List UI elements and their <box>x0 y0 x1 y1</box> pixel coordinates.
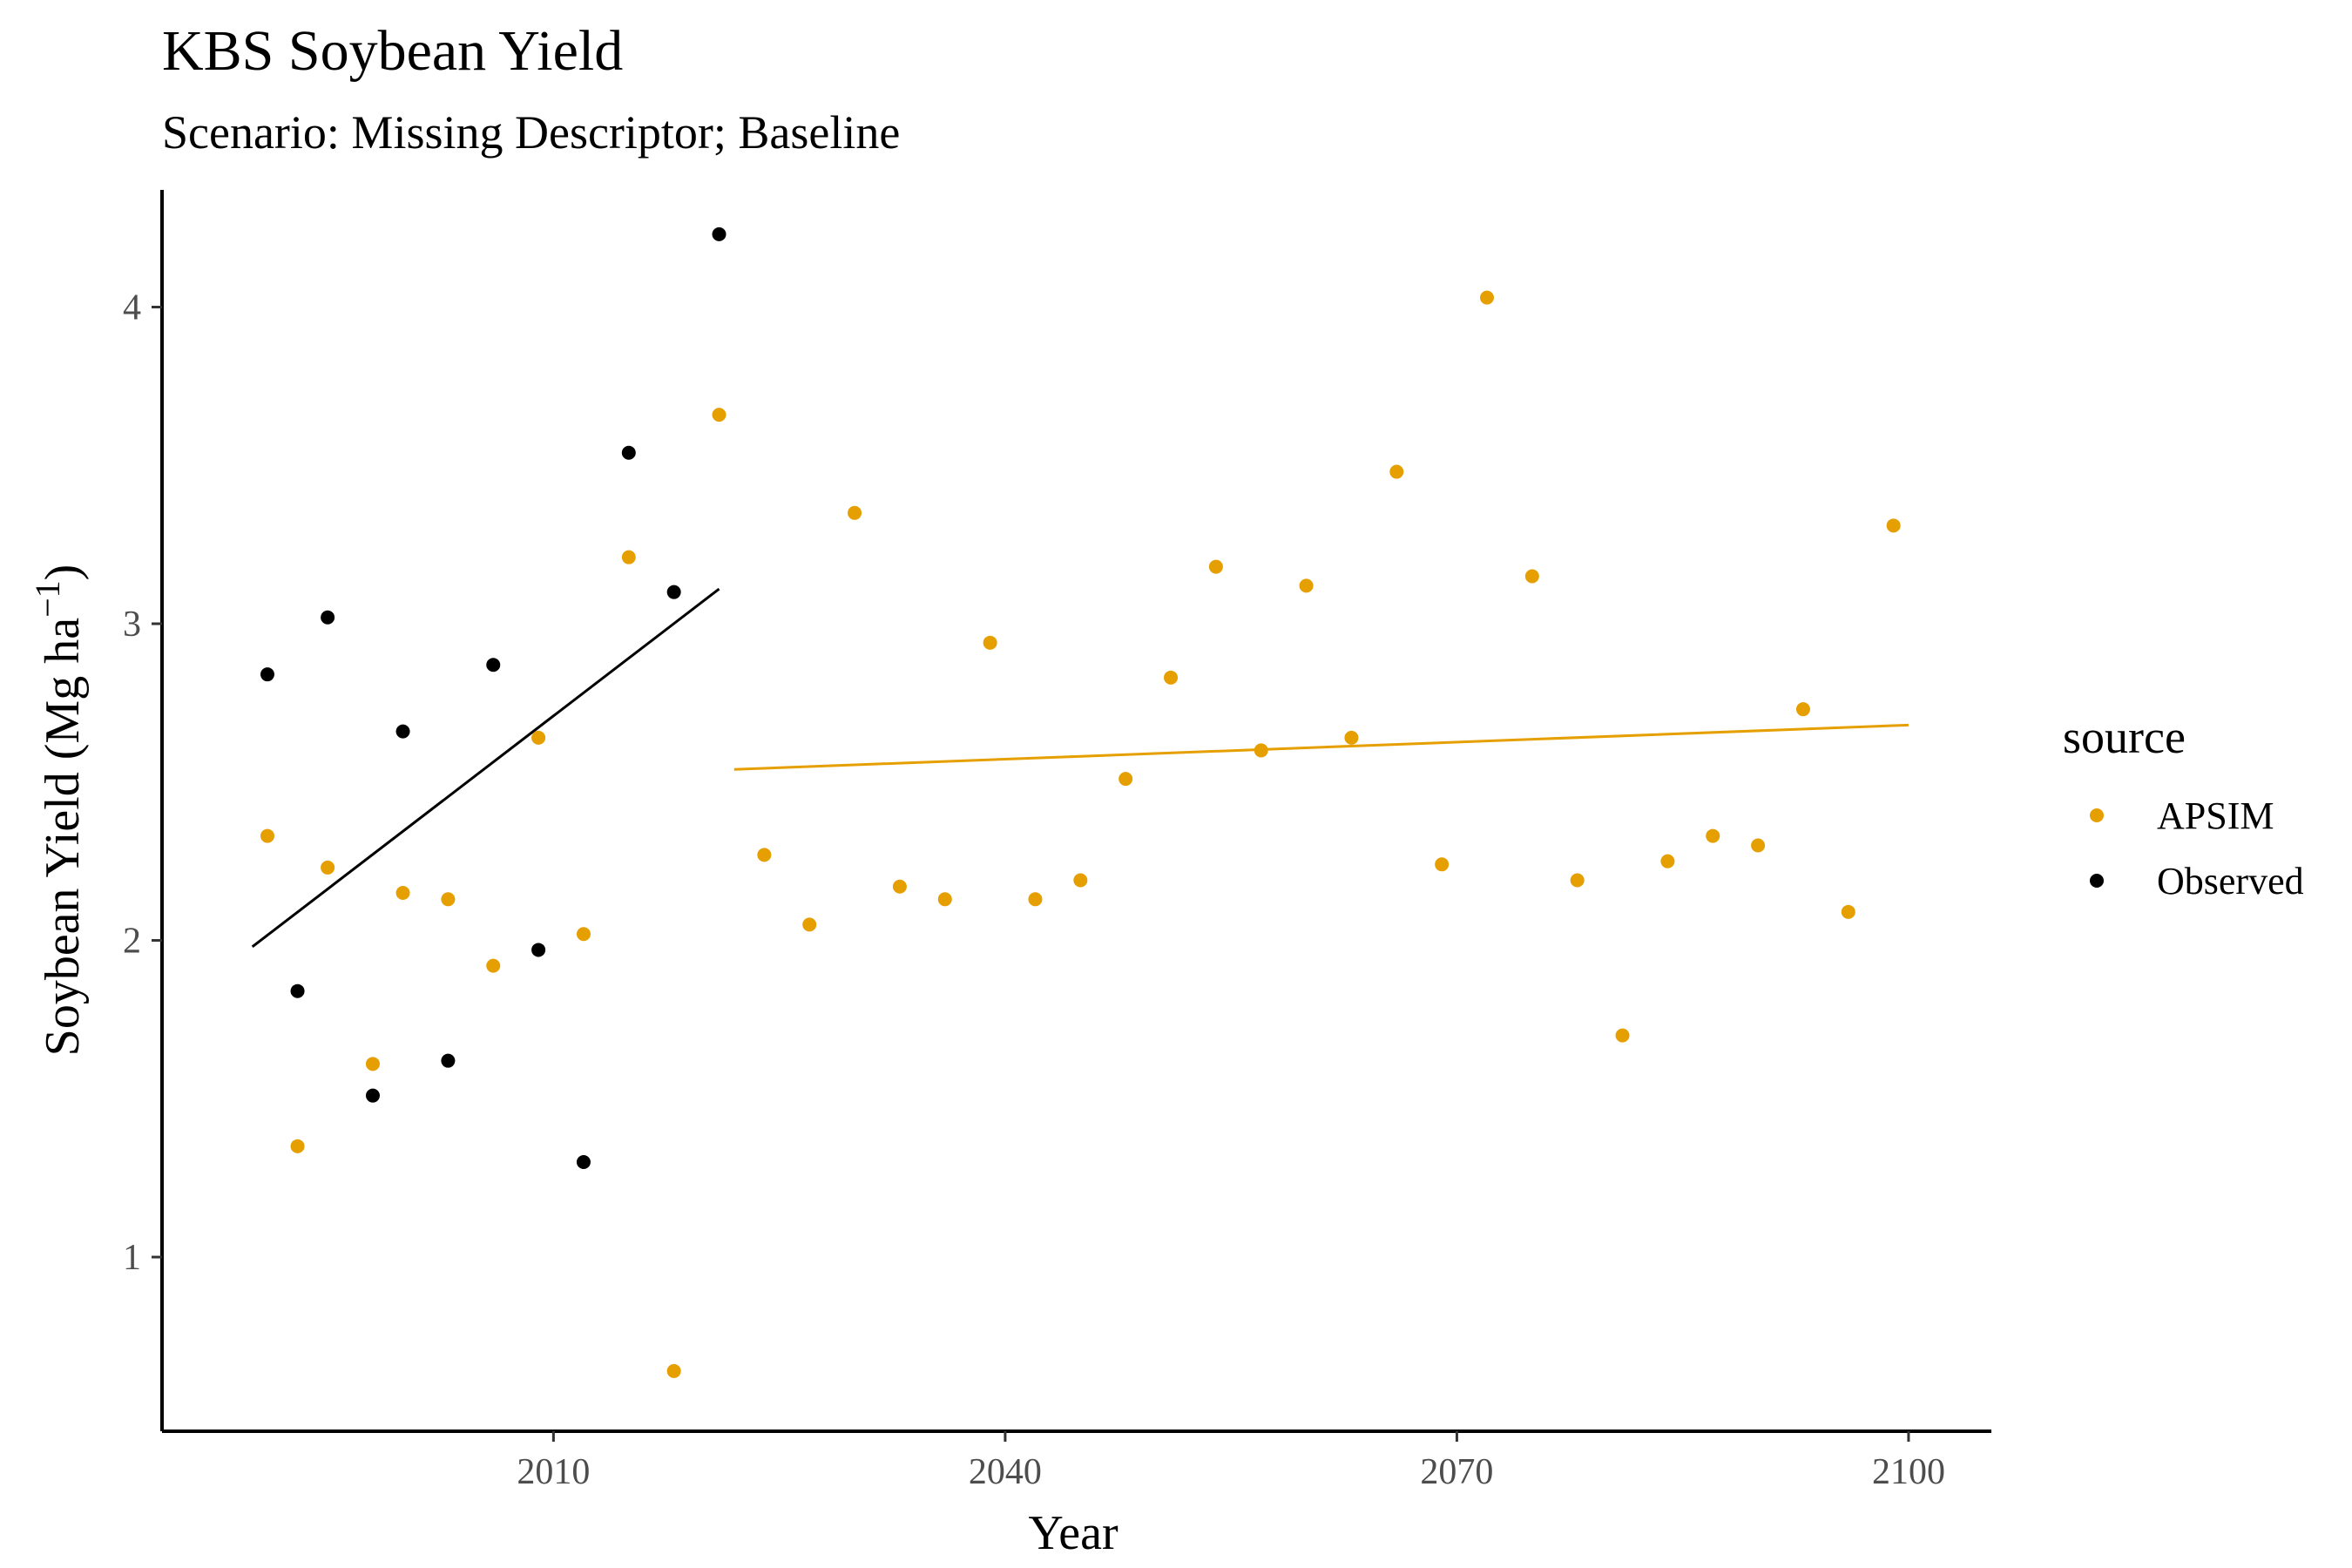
data-point-apsim <box>1028 892 1043 907</box>
data-point-apsim <box>290 1139 305 1153</box>
data-point-apsim <box>1344 730 1359 745</box>
data-point-apsim <box>1073 873 1088 888</box>
data-point-apsim <box>1886 518 1901 533</box>
data-point-apsim <box>1751 838 1766 853</box>
data-point-observed <box>531 943 546 957</box>
x-axis-title: Year <box>1028 1506 1119 1560</box>
y-tick-label: 1 <box>123 1238 141 1278</box>
data-point-observed <box>576 1155 591 1170</box>
data-point-apsim <box>1164 670 1179 685</box>
data-point-observed <box>365 1088 380 1103</box>
data-point-apsim <box>260 828 274 843</box>
data-point-apsim <box>712 408 727 422</box>
data-point-apsim <box>621 550 636 564</box>
data-points <box>260 226 1901 1378</box>
data-point-apsim <box>1841 904 1855 919</box>
trend-line-observed <box>251 587 720 949</box>
plot-panel <box>251 226 1909 1378</box>
y-axis-ticks: 1 2 3 4 <box>123 288 162 1278</box>
data-point-observed <box>395 724 410 739</box>
x-tick-label: 2100 <box>1872 1452 1945 1492</box>
trend-line-apsim <box>733 723 1909 771</box>
trend-lines <box>251 587 1909 949</box>
data-point-apsim <box>486 958 501 973</box>
data-point-apsim <box>757 848 772 862</box>
x-tick-label: 2070 <box>1420 1452 1493 1492</box>
data-point-apsim <box>1389 464 1404 479</box>
data-point-apsim <box>576 927 591 942</box>
data-point-apsim <box>848 505 862 520</box>
data-point-apsim <box>983 635 997 650</box>
y-tick-label: 3 <box>123 605 141 645</box>
legend-label-observed: Observed <box>2157 860 2304 902</box>
data-point-observed <box>321 610 335 625</box>
legend-key-apsim <box>2090 808 2104 822</box>
y-tick-label: 2 <box>123 922 141 962</box>
data-point-observed <box>712 226 727 241</box>
y-axis-title-superscript: −1 <box>28 580 67 618</box>
legend-key-observed <box>2090 874 2104 888</box>
data-point-apsim <box>1615 1028 1630 1043</box>
data-point-observed <box>260 667 274 682</box>
y-axis-title-close: ) <box>36 564 90 581</box>
data-point-apsim <box>1435 857 1450 872</box>
data-point-observed <box>666 585 681 599</box>
data-point-apsim <box>1795 702 1810 717</box>
data-point-apsim <box>1570 873 1585 888</box>
data-point-apsim <box>666 1363 681 1378</box>
y-axis-title: Soybean Yield (Mg ha−1) <box>28 564 90 1057</box>
x-tick-label: 2010 <box>517 1452 590 1492</box>
data-point-apsim <box>1119 772 1133 787</box>
legend-title: source <box>2063 711 2186 763</box>
x-tick-label: 2040 <box>969 1452 1042 1492</box>
data-point-observed <box>441 1053 456 1068</box>
data-point-observed <box>486 658 501 672</box>
data-point-apsim <box>321 860 335 875</box>
data-point-apsim <box>1660 854 1675 868</box>
data-point-apsim <box>1254 743 1268 758</box>
chart-subtitle: Scenario: Missing Descriptor; Baseline <box>162 106 900 159</box>
data-point-apsim <box>1208 559 1223 574</box>
y-tick-label: 4 <box>123 288 141 328</box>
data-point-apsim <box>802 917 817 932</box>
data-point-apsim <box>1524 569 1539 584</box>
data-point-apsim <box>441 892 456 907</box>
data-point-apsim <box>1299 578 1314 593</box>
data-point-observed <box>621 445 636 460</box>
data-point-apsim <box>892 879 907 894</box>
data-point-apsim <box>1706 828 1720 843</box>
chart-title: KBS Soybean Yield <box>162 19 623 83</box>
legend-label-apsim: APSIM <box>2157 794 2274 837</box>
data-point-apsim <box>937 892 952 907</box>
legend: source APSIM Observed <box>2063 711 2304 902</box>
data-point-apsim <box>395 886 410 901</box>
data-point-apsim <box>531 730 546 745</box>
x-axis-ticks: 2010 2040 2070 2100 <box>517 1431 1945 1492</box>
data-point-apsim <box>1479 290 1494 305</box>
data-point-observed <box>290 983 305 998</box>
data-point-apsim <box>365 1057 380 1071</box>
y-axis-title-main: Soybean Yield (Mg ha <box>36 618 90 1057</box>
